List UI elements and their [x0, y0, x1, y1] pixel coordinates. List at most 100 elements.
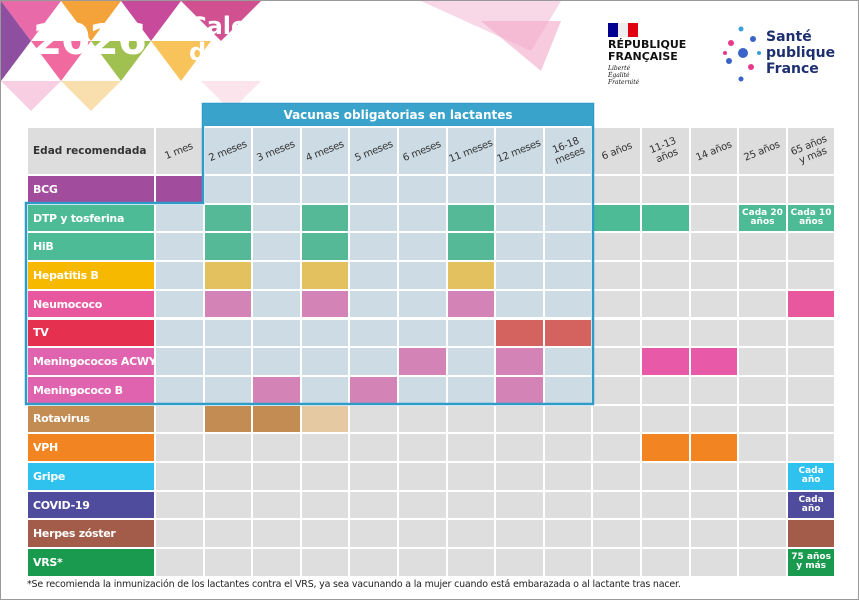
- vaccine-name: Neumococo: [28, 290, 154, 318]
- age-cell: 5 meses: [350, 128, 397, 174]
- dose-cell: [544, 319, 592, 347]
- empty-cell: [399, 463, 446, 490]
- spf-logo: Santé publique France: [766, 29, 835, 77]
- vaccine-name: DTP y tosferina: [28, 204, 154, 232]
- empty-cell: [496, 491, 543, 519]
- vaccine-name: TV: [28, 319, 154, 347]
- empty-cell: [301, 319, 349, 347]
- mandatory-label: Vacunas obligatorias en lactantes: [203, 104, 593, 126]
- dose-cell: [447, 290, 495, 318]
- empty-cell: [156, 520, 203, 548]
- empty-cell: [739, 348, 786, 375]
- empty-cell: [593, 233, 640, 261]
- age-cell: 6 meses: [399, 128, 446, 174]
- empty-cell: [399, 491, 446, 519]
- empty-cell: [350, 549, 397, 576]
- dose-cell: 75 años y más: [787, 549, 835, 576]
- republique-logo: RÉPUBLIQUE FRANÇAISE Liberté Égalité Fra…: [608, 39, 686, 87]
- empty-cell: [204, 376, 252, 404]
- empty-cell: [350, 290, 397, 318]
- dose-cell: [787, 290, 835, 318]
- title-line: de vacunación: [189, 38, 384, 66]
- empty-cell: [787, 176, 835, 203]
- empty-cell: [739, 405, 786, 433]
- empty-cell: [350, 233, 397, 261]
- dose-cell: [204, 204, 252, 232]
- empty-cell: [496, 549, 543, 576]
- empty-cell: [447, 520, 495, 548]
- vaccine-name: HiB: [28, 233, 154, 261]
- vaccine-name: VRS*: [28, 549, 154, 576]
- motto: Égalité: [608, 72, 630, 79]
- age-cell: 4 meses: [301, 128, 349, 174]
- empty-cell: [690, 262, 738, 289]
- empty-cell: [253, 319, 300, 347]
- empty-cell: [399, 204, 446, 232]
- age-header: Edad recomendada: [28, 128, 154, 174]
- header-decoration: [1, 1, 761, 111]
- dose-cell: [496, 348, 543, 375]
- dose-cell: [642, 204, 689, 232]
- empty-cell: [350, 520, 397, 548]
- empty-cell: [642, 290, 689, 318]
- age-label: 11-13 años: [648, 135, 680, 166]
- empty-cell: [253, 434, 300, 461]
- empty-cell: [787, 405, 835, 433]
- empty-cell: [496, 405, 543, 433]
- empty-cell: [787, 434, 835, 461]
- empty-cell: [301, 348, 349, 375]
- empty-cell: [690, 405, 738, 433]
- empty-cell: [301, 520, 349, 548]
- vaccine-name: Meningococo B: [28, 376, 154, 404]
- dose-cell: Cada 20 años: [739, 204, 786, 232]
- empty-cell: [350, 348, 397, 375]
- empty-cell: [787, 348, 835, 375]
- empty-cell: [253, 204, 300, 232]
- age-cell: 11 meses: [448, 128, 494, 174]
- empty-cell: [544, 233, 592, 261]
- empty-cell: [787, 376, 835, 404]
- empty-cell: [350, 434, 397, 461]
- empty-cell: [642, 319, 689, 347]
- dose-cell: Cada 10 años: [787, 204, 835, 232]
- empty-cell: [301, 549, 349, 576]
- empty-cell: [204, 319, 252, 347]
- empty-cell: [544, 376, 592, 404]
- empty-cell: [204, 491, 252, 519]
- empty-cell: [399, 520, 446, 548]
- empty-cell: [204, 549, 252, 576]
- dose-cell: [447, 204, 495, 232]
- age-label: 1 mes: [163, 140, 195, 162]
- empty-cell: [690, 549, 738, 576]
- empty-cell: [204, 520, 252, 548]
- empty-cell: [204, 434, 252, 461]
- empty-cell: [496, 434, 543, 461]
- empty-cell: [593, 434, 640, 461]
- empty-cell: [301, 176, 349, 203]
- empty-cell: [739, 376, 786, 404]
- empty-cell: [739, 434, 786, 461]
- empty-cell: [399, 549, 446, 576]
- empty-cell: [690, 204, 738, 232]
- empty-cell: [544, 348, 592, 375]
- vaccine-name: Hepatitis B: [28, 262, 154, 289]
- empty-cell: [350, 176, 397, 203]
- empty-cell: [156, 319, 203, 347]
- dose-cell: Cada año: [787, 491, 835, 519]
- empty-cell: [350, 405, 397, 433]
- empty-cell: [399, 233, 446, 261]
- empty-cell: [496, 204, 543, 232]
- dose-cell: [642, 348, 689, 375]
- motto: Liberté: [608, 65, 631, 72]
- empty-cell: [204, 463, 252, 490]
- vaccine-name: BCG: [28, 176, 154, 203]
- dose-cell: Cada año: [787, 463, 835, 490]
- empty-cell: [642, 176, 689, 203]
- empty-cell: [593, 491, 640, 519]
- empty-cell: [399, 319, 446, 347]
- empty-cell: [593, 348, 640, 375]
- empty-cell: [399, 176, 446, 203]
- empty-cell: [739, 176, 786, 203]
- empty-cell: [350, 204, 397, 232]
- empty-cell: [399, 290, 446, 318]
